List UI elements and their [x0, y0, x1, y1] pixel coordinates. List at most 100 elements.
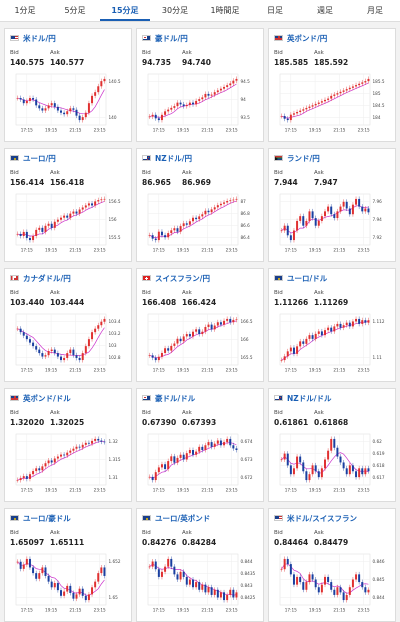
y-tick-label: 86.8 [241, 211, 251, 216]
y-tick-label: 1.315 [109, 457, 121, 462]
candle [317, 220, 320, 226]
candle [170, 558, 173, 567]
candle [35, 573, 38, 579]
pair-name[interactable]: NZドル/円 [155, 153, 192, 163]
rate-card[interactable]: 豪ドル/円 Bid Ask 94.735 94.740 17:15 19:15 21:15 23… [136, 28, 264, 142]
bid-label: Bid [142, 290, 151, 296]
flag-icon [142, 275, 151, 281]
flag-icon [10, 155, 19, 161]
pair-name[interactable]: ランド/円 [287, 153, 320, 163]
tab-1[interactable]: 5分足 [64, 6, 86, 15]
candle [38, 105, 41, 109]
candle [345, 201, 348, 209]
price-chart[interactable]: 17:15 19:15 21:15 23:15 1.32 1.315 1.31 [13, 431, 128, 495]
rate-card[interactable]: NZドル/円 Bid Ask 86.965 86.969 17:15 19:15 21:15 2… [136, 148, 264, 262]
price-chart[interactable]: 17:15 19:15 21:15 23:15 0.674 0.673 0.672 [145, 431, 260, 495]
candle [333, 589, 336, 595]
pair-name[interactable]: 米ドル/円 [23, 33, 56, 43]
pair-name[interactable]: ユーロ/円 [23, 153, 56, 163]
rate-card[interactable]: 英ポンド/ドル Bid Ask 1.32020 1.32025 17:15 19:15 21:… [4, 388, 132, 502]
rate-card[interactable]: スイスフラン/円 Bid Ask 166.408 166.424 17:15 19:15 21… [136, 268, 264, 382]
rate-card[interactable]: 米ドル/円 Bid Ask 140.575 140.577 17:15 19:15 21:15… [4, 28, 132, 142]
price-chart[interactable]: 17:15 19:15 21:15 23:15 94.5 94 93.5 [145, 71, 260, 135]
rate-card[interactable]: カナダドル/円 Bid Ask 103.440 103.444 17:15 19:15 21:… [4, 268, 132, 382]
pair-name[interactable]: 豪ドル/ドル [155, 393, 196, 403]
y-tick-label: 185.5 [373, 79, 385, 84]
pair-name[interactable]: 米ドル/スイスフラン [287, 513, 358, 523]
price-chart[interactable]: 17:15 19:15 21:15 23:15 166.5 166 165.5 [145, 311, 260, 375]
candle [204, 584, 207, 593]
rate-card[interactable]: ランド/円 Bid Ask 7.944 7.947 17:15 19:15 21:15 23:1… [268, 148, 396, 262]
candle [63, 454, 66, 456]
rate-card[interactable]: ユーロ/豪ドル Bid Ask 1.65097 1.65111 17:15 19:15 21:… [4, 508, 132, 622]
price-chart[interactable]: 17:15 19:15 21:15 23:15 0.62 0.619 0.618 0.617 [277, 431, 392, 495]
x-tick-label: 23:15 [94, 608, 106, 613]
candle [207, 442, 210, 446]
pair-name[interactable]: ユーロ/豪ドル [23, 513, 71, 523]
price-chart[interactable]: 17:15 19:15 21:15 23:15 1.652 1.65 [13, 551, 128, 615]
pair-name[interactable]: 豪ドル/円 [155, 33, 188, 43]
y-tick-label: 93.5 [241, 115, 251, 120]
pair-name[interactable]: 英ポンド/ドル [23, 393, 71, 403]
rate-card[interactable]: 米ドル/スイスフラン Bid Ask 0.84464 0.84479 17:15 19:15… [268, 508, 396, 622]
candle [210, 587, 213, 595]
candle [97, 325, 100, 329]
tab-2[interactable]: 15分足 [100, 0, 150, 21]
x-tick-label: 19:15 [177, 608, 189, 613]
pair-name[interactable]: スイスフラン/円 [155, 273, 211, 283]
rate-card[interactable]: NZドル/ドル Bid Ask 0.61861 0.61868 17:15 19:15 21:… [268, 388, 396, 502]
pair-name[interactable]: NZドル/ドル [287, 393, 332, 403]
rate-card[interactable]: ユーロ/英ポンド Bid Ask 0.84276 0.84284 17:15 19:15 21… [136, 508, 264, 622]
price-chart[interactable]: 17:15 19:15 21:15 23:15 185.5 185 184.5 184 [277, 71, 392, 135]
rate-card[interactable]: ユーロ/ドル Bid Ask 1.11266 1.11269 17:15 19:15 21:1… [268, 268, 396, 382]
ask-value: 140.577 [50, 58, 85, 67]
candle [16, 98, 19, 99]
candle [305, 220, 308, 226]
card-header: 英ポンド/円 [274, 33, 327, 43]
candle [87, 442, 90, 444]
tab-3[interactable]: 30分足 [161, 6, 189, 15]
candle [358, 83, 361, 86]
price-chart[interactable]: 17:15 19:15 21:15 23:15 156.5 156 155.5 [13, 191, 128, 255]
pair-name[interactable]: ユーロ/ドル [287, 273, 328, 283]
rate-card[interactable]: 豪ドル/ドル Bid Ask 0.67390 0.67393 17:15 19:15 21:1… [136, 388, 264, 502]
pair-name[interactable]: 英ポンド/円 [287, 33, 328, 43]
y-tick-label: 0.617 [373, 475, 385, 480]
candle [336, 211, 339, 219]
candle [345, 594, 348, 601]
price-chart[interactable]: 17:15 19:15 21:15 23:15 87 86.8 86.6 86.4 [145, 191, 260, 255]
candle [32, 235, 35, 241]
price-chart[interactable]: 17:15 19:15 21:15 23:15 140.5 140 [13, 71, 128, 135]
candle [185, 334, 188, 337]
rate-card[interactable]: 英ポンド/円 Bid Ask 185.585 185.592 17:15 19:15 21:1… [268, 28, 396, 142]
candle [97, 438, 100, 441]
candle [63, 591, 66, 596]
candle [78, 115, 81, 121]
tab-6[interactable]: 週足 [317, 6, 333, 15]
bid-label: Bid [10, 50, 19, 56]
x-tick-label: 21:15 [69, 488, 81, 493]
tab-5[interactable]: 日足 [267, 6, 283, 15]
tab-7[interactable]: 月足 [367, 6, 383, 15]
price-chart[interactable]: 17:15 19:15 21:15 23:15 0.844 0.8435 0.843 0.84… [145, 551, 260, 615]
price-chart[interactable]: 17:15 19:15 21:15 23:15 103.4 103.2 103 102.8 [13, 311, 128, 375]
pair-name[interactable]: ユーロ/英ポンド [155, 513, 211, 523]
tab-4[interactable]: 1時間足 [210, 6, 240, 15]
candle [299, 341, 302, 347]
candle [280, 230, 283, 232]
candle [198, 446, 201, 452]
candle [358, 468, 361, 478]
rate-card[interactable]: ユーロ/円 Bid Ask 156.414 156.418 17:15 19:15 21:15… [4, 148, 132, 262]
tab-0[interactable]: 1分足 [14, 6, 36, 15]
ask-label: Ask [50, 50, 60, 56]
candle [53, 103, 56, 107]
pair-name[interactable]: カナダドル/円 [23, 273, 71, 283]
price-chart[interactable]: 17:15 19:15 21:15 23:15 0.846 0.845 0.844 [277, 551, 392, 615]
price-chart[interactable]: 17:15 19:15 21:15 23:15 1.112 1.11 [277, 311, 392, 375]
price-chart[interactable]: 17:15 19:15 21:15 23:15 7.96 7.94 7.92 [277, 191, 392, 255]
candle [213, 92, 216, 95]
candle [210, 324, 213, 330]
candle [87, 594, 90, 601]
x-tick-label: 21:15 [333, 368, 345, 373]
candle [223, 86, 226, 89]
